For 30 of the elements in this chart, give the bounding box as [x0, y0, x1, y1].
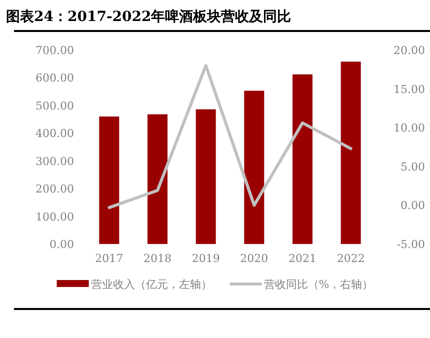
bar [292, 74, 312, 244]
y-tick-label: 300.00 [36, 154, 74, 168]
y-tick-label: 400.00 [36, 127, 74, 140]
y2-tick-label: 15.00 [394, 82, 425, 96]
y-tick-label: 100.00 [36, 210, 74, 224]
x-tick-label: 2022 [336, 252, 365, 265]
bar [340, 62, 361, 244]
y-tick-label: 600.00 [36, 72, 74, 85]
bar [196, 109, 216, 244]
y-tick-label: 0.00 [50, 238, 74, 251]
bar [148, 114, 168, 244]
x-tick-label: 2018 [144, 252, 172, 265]
y-tick-label: 500.00 [36, 99, 74, 112]
y2-tick-label: 5.00 [400, 160, 425, 174]
y2-tick-label: -5.00 [396, 238, 425, 251]
chart-title: 图表24：2017-2022年啤酒板块营收及同比 [6, 8, 292, 25]
line-series [108, 64, 352, 210]
x-tick-label: 2017 [95, 252, 124, 265]
y-tick-label: 700.00 [36, 44, 74, 57]
x-tick-label: 2019 [192, 252, 220, 265]
x-tick-label: 2020 [240, 252, 268, 265]
legend-label: 营业收入（亿元，左轴） [90, 278, 212, 291]
bar [244, 90, 264, 244]
y2-tick-label: 0.00 [400, 199, 425, 212]
bar [99, 116, 120, 244]
y2-tick-label: 20.00 [394, 44, 425, 57]
y2-tick-label: 10.00 [394, 122, 425, 135]
legend-label: 营收同比（%，右轴） [264, 278, 374, 291]
y-tick-label: 200.00 [36, 182, 74, 196]
x-tick-label: 2021 [288, 252, 316, 265]
